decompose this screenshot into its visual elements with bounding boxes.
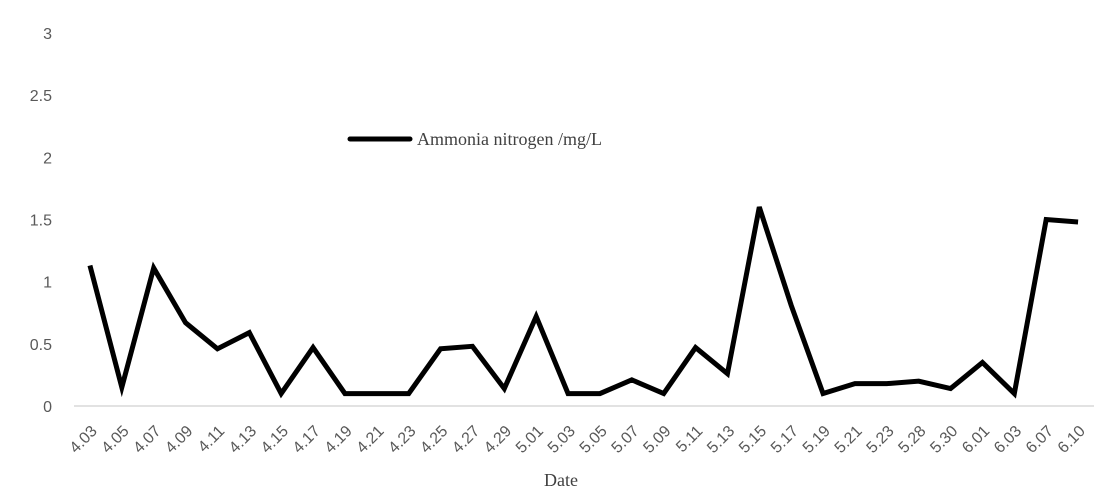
x-tick-label: 5.19	[800, 423, 834, 457]
x-tick-label: 5.23	[864, 423, 898, 457]
x-tick-label: 4.23	[385, 423, 419, 457]
x-tick-label: 5.11	[673, 423, 706, 456]
x-tick-label: 4.11	[195, 423, 228, 456]
y-tick-label: 0.5	[30, 337, 52, 354]
x-tick-label: 5.30	[927, 423, 961, 457]
x-tick-label: 5.15	[736, 423, 770, 457]
x-tick-label: 5.21	[832, 423, 866, 457]
data-line	[87, 206, 1079, 399]
x-tick-label: 6.07	[1023, 423, 1057, 457]
legend-label: Ammonia nitrogen /mg/L	[417, 129, 602, 149]
x-tick-label: 5.07	[609, 423, 643, 457]
y-tick-label: 1.5	[30, 213, 52, 230]
x-tick-label: 5.28	[895, 423, 929, 457]
y-tick-label: 0	[43, 399, 52, 416]
x-tick-label: 4.21	[354, 423, 388, 457]
x-tick-label: 6.01	[959, 423, 993, 457]
x-tick-label: 5.01	[513, 423, 547, 457]
x-tick-label: 4.07	[130, 423, 164, 457]
x-tick-label: 5.03	[545, 423, 579, 457]
x-tick-label: 5.09	[640, 423, 674, 457]
x-tick-label: 4.05	[99, 423, 133, 457]
x-tick-label: 5.17	[768, 423, 802, 457]
x-tick-label: 5.13	[704, 423, 738, 457]
x-tick-label: 6.10	[1055, 423, 1089, 457]
x-tick-label: 4.29	[481, 423, 515, 457]
x-tick-label: 4.13	[226, 423, 260, 457]
x-tick-label: 4.15	[258, 423, 292, 457]
y-tick-label: 3	[43, 26, 52, 43]
x-tick-label: 4.19	[322, 423, 356, 457]
x-tick-label: 5.05	[577, 423, 611, 457]
x-tick-label: 4.03	[67, 423, 101, 457]
x-tick-label: 4.09	[162, 423, 196, 457]
x-tick-label: 4.17	[290, 423, 324, 457]
x-tick-label: 4.27	[449, 423, 483, 457]
y-tick-label: 2.5	[30, 88, 52, 105]
x-axis-title: Date	[544, 470, 578, 490]
x-tick-label: 6.03	[991, 423, 1025, 457]
y-tick-label: 1	[43, 275, 52, 292]
y-tick-label: 2	[43, 150, 52, 167]
x-tick-label: 4.25	[417, 423, 451, 457]
